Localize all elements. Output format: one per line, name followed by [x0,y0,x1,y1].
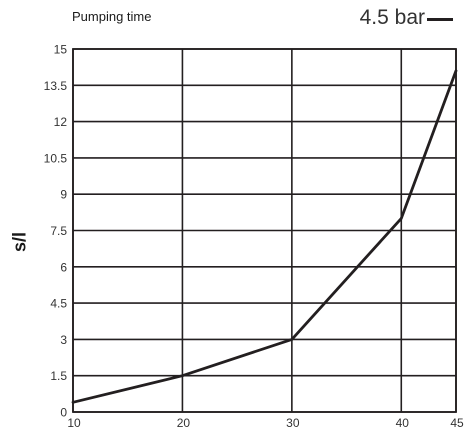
legend-swatch [427,17,453,21]
x-tick-label: 40 [396,416,410,430]
chart-title: Pumping time [72,9,152,24]
x-tick-label: 30 [286,416,300,430]
plot-frame [72,48,457,413]
legend: 4.5 bar [360,6,453,30]
y-tick-label: 4.5 [50,297,67,311]
legend-label: 4.5 bar [359,6,425,29]
x-tick-label: 10 [67,416,81,430]
y-tick-label: 3 [60,333,67,347]
y-tick-label: 6 [60,260,67,274]
x-tick-label: 45 [450,416,464,430]
y-tick-label: 15 [54,43,68,57]
y-tick-label: 13.5 [44,79,68,93]
y-tick-label: 7.5 [50,224,67,238]
y-tick-label: 0 [60,406,67,420]
y-tick-label: 10.5 [44,151,68,165]
y-tick-label: 9 [60,188,67,202]
series-line [71,69,458,404]
y-tick-label: 12 [54,115,68,129]
y-tick-label: 1.5 [50,369,67,383]
x-tick-label: 20 [177,416,191,430]
